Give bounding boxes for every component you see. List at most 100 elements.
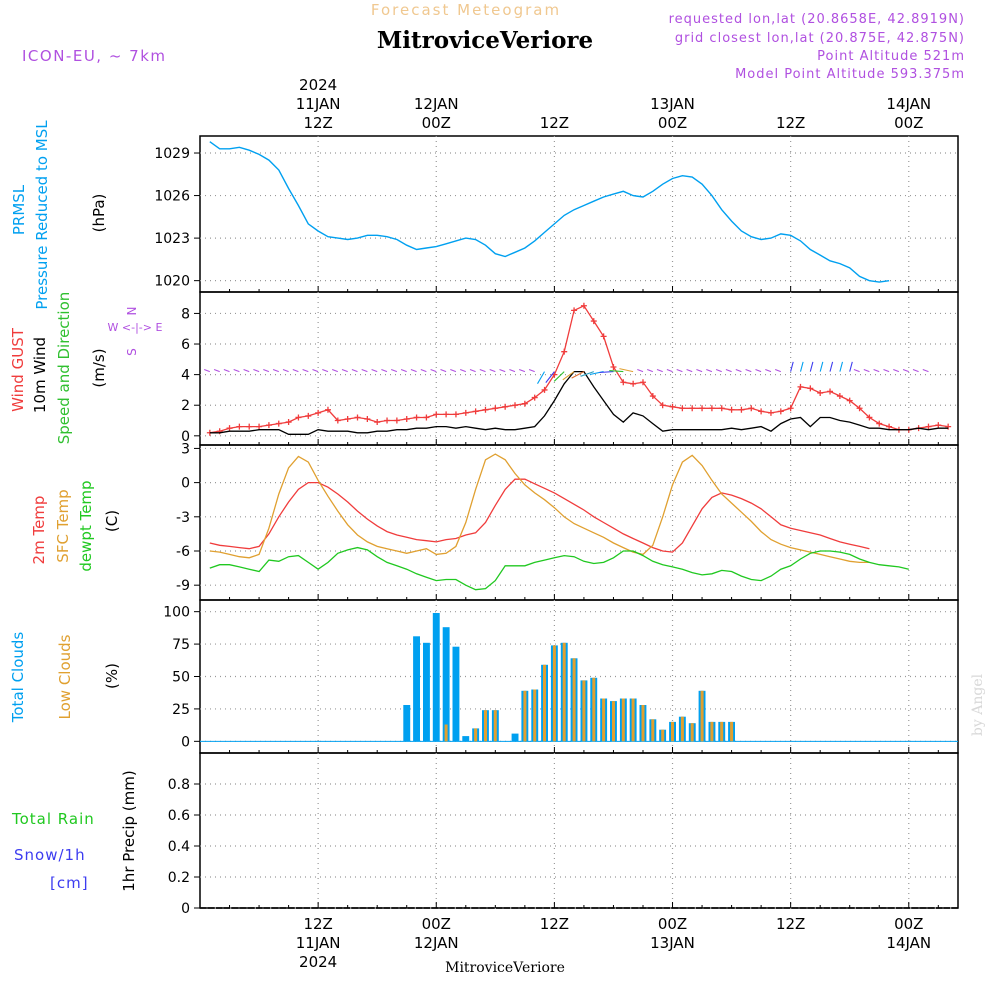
wind-direction-arrow — [282, 368, 289, 373]
wind-direction-arrow — [745, 368, 752, 373]
gust-point — [738, 406, 745, 413]
gust-point — [502, 403, 509, 410]
y-tick-label: 3 — [181, 441, 190, 457]
wind-direction-arrow — [666, 368, 673, 373]
y-tick-label: 0.6 — [168, 808, 190, 824]
wind-direction-arrow — [562, 371, 575, 381]
low-cloud-bar — [612, 701, 615, 742]
wind-direction-arrow — [893, 368, 900, 373]
low-cloud-bar — [631, 698, 635, 742]
y-tick-label: 8 — [181, 306, 190, 322]
wind-direction-arrow — [341, 368, 348, 373]
temp2m-line — [209, 478, 870, 553]
low-cloud-bar — [671, 721, 674, 742]
total-cloud-label: Total Clouds — [9, 632, 27, 724]
y-tick-label: 0.8 — [168, 777, 190, 793]
gust-point — [708, 405, 715, 412]
wind-direction-arrow — [545, 371, 555, 383]
wind-direction-arrow — [509, 368, 516, 373]
gust-point — [876, 420, 883, 427]
wind-direction-arrow — [351, 368, 358, 373]
gust-point — [639, 379, 646, 386]
low-cloud-bar — [543, 664, 546, 742]
low-cloud-bar — [552, 645, 556, 742]
gust-point — [561, 348, 568, 355]
wind-direction-arrow — [902, 368, 909, 373]
total-cloud-bar — [403, 705, 411, 742]
y-tick-label: 4 — [181, 368, 190, 384]
wind-direction-arrow — [420, 368, 427, 373]
gust-point — [295, 414, 302, 421]
low-cloud-bar — [720, 721, 724, 742]
figure-subtitle: Forecast Meteogram — [371, 1, 561, 19]
wind-direction-arrow — [410, 368, 417, 373]
gust-point — [275, 420, 282, 427]
wind-direction-arrow — [371, 368, 378, 373]
gust-point — [265, 422, 272, 429]
wind-direction-arrow — [302, 368, 309, 373]
wind-direction-arrow — [637, 368, 644, 373]
gust-point — [600, 333, 607, 340]
sfc-temp-line — [209, 453, 870, 564]
wind-direction-arrow — [656, 368, 663, 373]
wind-direction-arrow — [755, 368, 762, 373]
wind-direction-arrow — [863, 368, 870, 373]
panel-frame — [199, 599, 959, 754]
precip-unit-label: 1hr Precip (mm) — [120, 770, 138, 891]
closest-coords: grid closest lon,lat (20.875E, 42.875N) — [675, 31, 965, 46]
wind-direction-arrow — [253, 368, 260, 373]
gust-point — [856, 405, 863, 412]
y-tick-label: 6 — [181, 337, 190, 353]
wind-unit-label: (m/s) — [90, 348, 108, 387]
gust-point — [324, 406, 331, 413]
gust-point — [344, 415, 351, 422]
dewpt-line — [209, 546, 909, 591]
y-tick-label: -3 — [176, 510, 190, 526]
gust-point — [718, 405, 725, 412]
wind-direction-arrow — [440, 368, 447, 373]
wind-direction-arrow — [312, 368, 319, 373]
y-tick-label: 0 — [181, 429, 190, 445]
gust-point — [659, 402, 666, 409]
precip-panel-labels: Total Rain Snow/1h [cm] 1hr Precip (mm) — [11, 770, 138, 892]
time-label: 00Z — [422, 915, 451, 933]
wind-speed-line — [209, 370, 949, 435]
temperature-panel: -9 -6 -3 0 3 — [176, 441, 959, 601]
pressure-panel-labels: PRMSL Pressure Reduced to MSL (hPa) — [10, 120, 108, 310]
wind-direction-arrow — [332, 368, 338, 373]
gust-point — [512, 402, 519, 409]
total-cloud-bar — [432, 613, 440, 742]
gust-point — [827, 388, 834, 395]
time-label: 14JAN — [886, 95, 931, 113]
y-tick-label: 75 — [172, 637, 190, 653]
gust-point — [423, 414, 430, 421]
wind-direction-arrow — [292, 368, 299, 373]
temp-unit-label: (C) — [103, 510, 121, 532]
gust-point — [531, 394, 538, 401]
wind-direction-arrow — [775, 368, 781, 373]
cloud-unit-label: (%) — [103, 663, 121, 689]
model-label: ICON-EU, ~ 7km — [22, 47, 167, 65]
low-cloud-bar — [602, 698, 606, 742]
gust-point — [846, 397, 853, 404]
prmsl-desc-label: Pressure Reduced to MSL — [33, 120, 51, 310]
total-cloud-bar — [442, 627, 450, 742]
wind-panel: 0 2 4 6 8 — [181, 291, 959, 446]
time-label: 12Z — [540, 114, 569, 132]
wind-direction-arrow — [819, 361, 824, 372]
time-label: 00Z — [658, 114, 687, 132]
wind-direction-arrow — [580, 371, 594, 377]
wind-direction-arrow — [790, 361, 794, 372]
low-cloud-bar — [680, 716, 684, 742]
gust-point — [817, 389, 824, 396]
wind-direction-arrow — [479, 368, 486, 373]
y-tick-label: 1023 — [154, 231, 190, 247]
y-tick-label: 25 — [172, 702, 190, 718]
wind-direction-arrow — [361, 368, 368, 373]
gust-point — [403, 415, 410, 422]
gust-point — [649, 393, 656, 400]
wind-direction-arrow — [883, 368, 890, 373]
time-label: 11JAN — [296, 95, 341, 113]
time-label: 13JAN — [650, 934, 695, 952]
pressure-line — [209, 141, 890, 283]
